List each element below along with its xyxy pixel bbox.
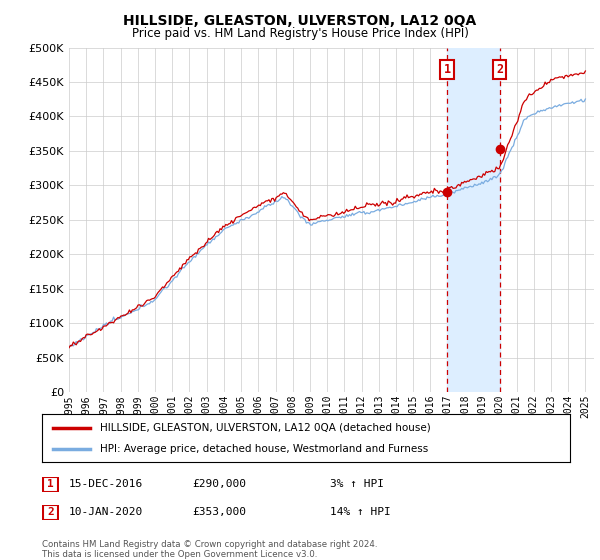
Text: 1: 1 bbox=[47, 479, 54, 489]
Text: 2: 2 bbox=[496, 63, 503, 76]
Text: Contains HM Land Registry data © Crown copyright and database right 2024.
This d: Contains HM Land Registry data © Crown c… bbox=[42, 540, 377, 559]
Text: Price paid vs. HM Land Registry's House Price Index (HPI): Price paid vs. HM Land Registry's House … bbox=[131, 27, 469, 40]
FancyBboxPatch shape bbox=[43, 477, 58, 492]
Text: £353,000: £353,000 bbox=[192, 507, 246, 517]
Text: HPI: Average price, detached house, Westmorland and Furness: HPI: Average price, detached house, West… bbox=[100, 444, 428, 454]
Text: 3% ↑ HPI: 3% ↑ HPI bbox=[330, 479, 384, 489]
FancyBboxPatch shape bbox=[43, 505, 58, 520]
Text: 1: 1 bbox=[443, 63, 451, 76]
Text: 10-JAN-2020: 10-JAN-2020 bbox=[69, 507, 143, 517]
Text: HILLSIDE, GLEASTON, ULVERSTON, LA12 0QA (detached house): HILLSIDE, GLEASTON, ULVERSTON, LA12 0QA … bbox=[100, 423, 431, 433]
Text: 15-DEC-2016: 15-DEC-2016 bbox=[69, 479, 143, 489]
Text: 14% ↑ HPI: 14% ↑ HPI bbox=[330, 507, 391, 517]
Text: 2: 2 bbox=[47, 507, 54, 517]
Bar bbox=[447, 48, 500, 392]
Text: £290,000: £290,000 bbox=[192, 479, 246, 489]
Text: HILLSIDE, GLEASTON, ULVERSTON, LA12 0QA: HILLSIDE, GLEASTON, ULVERSTON, LA12 0QA bbox=[124, 14, 476, 28]
